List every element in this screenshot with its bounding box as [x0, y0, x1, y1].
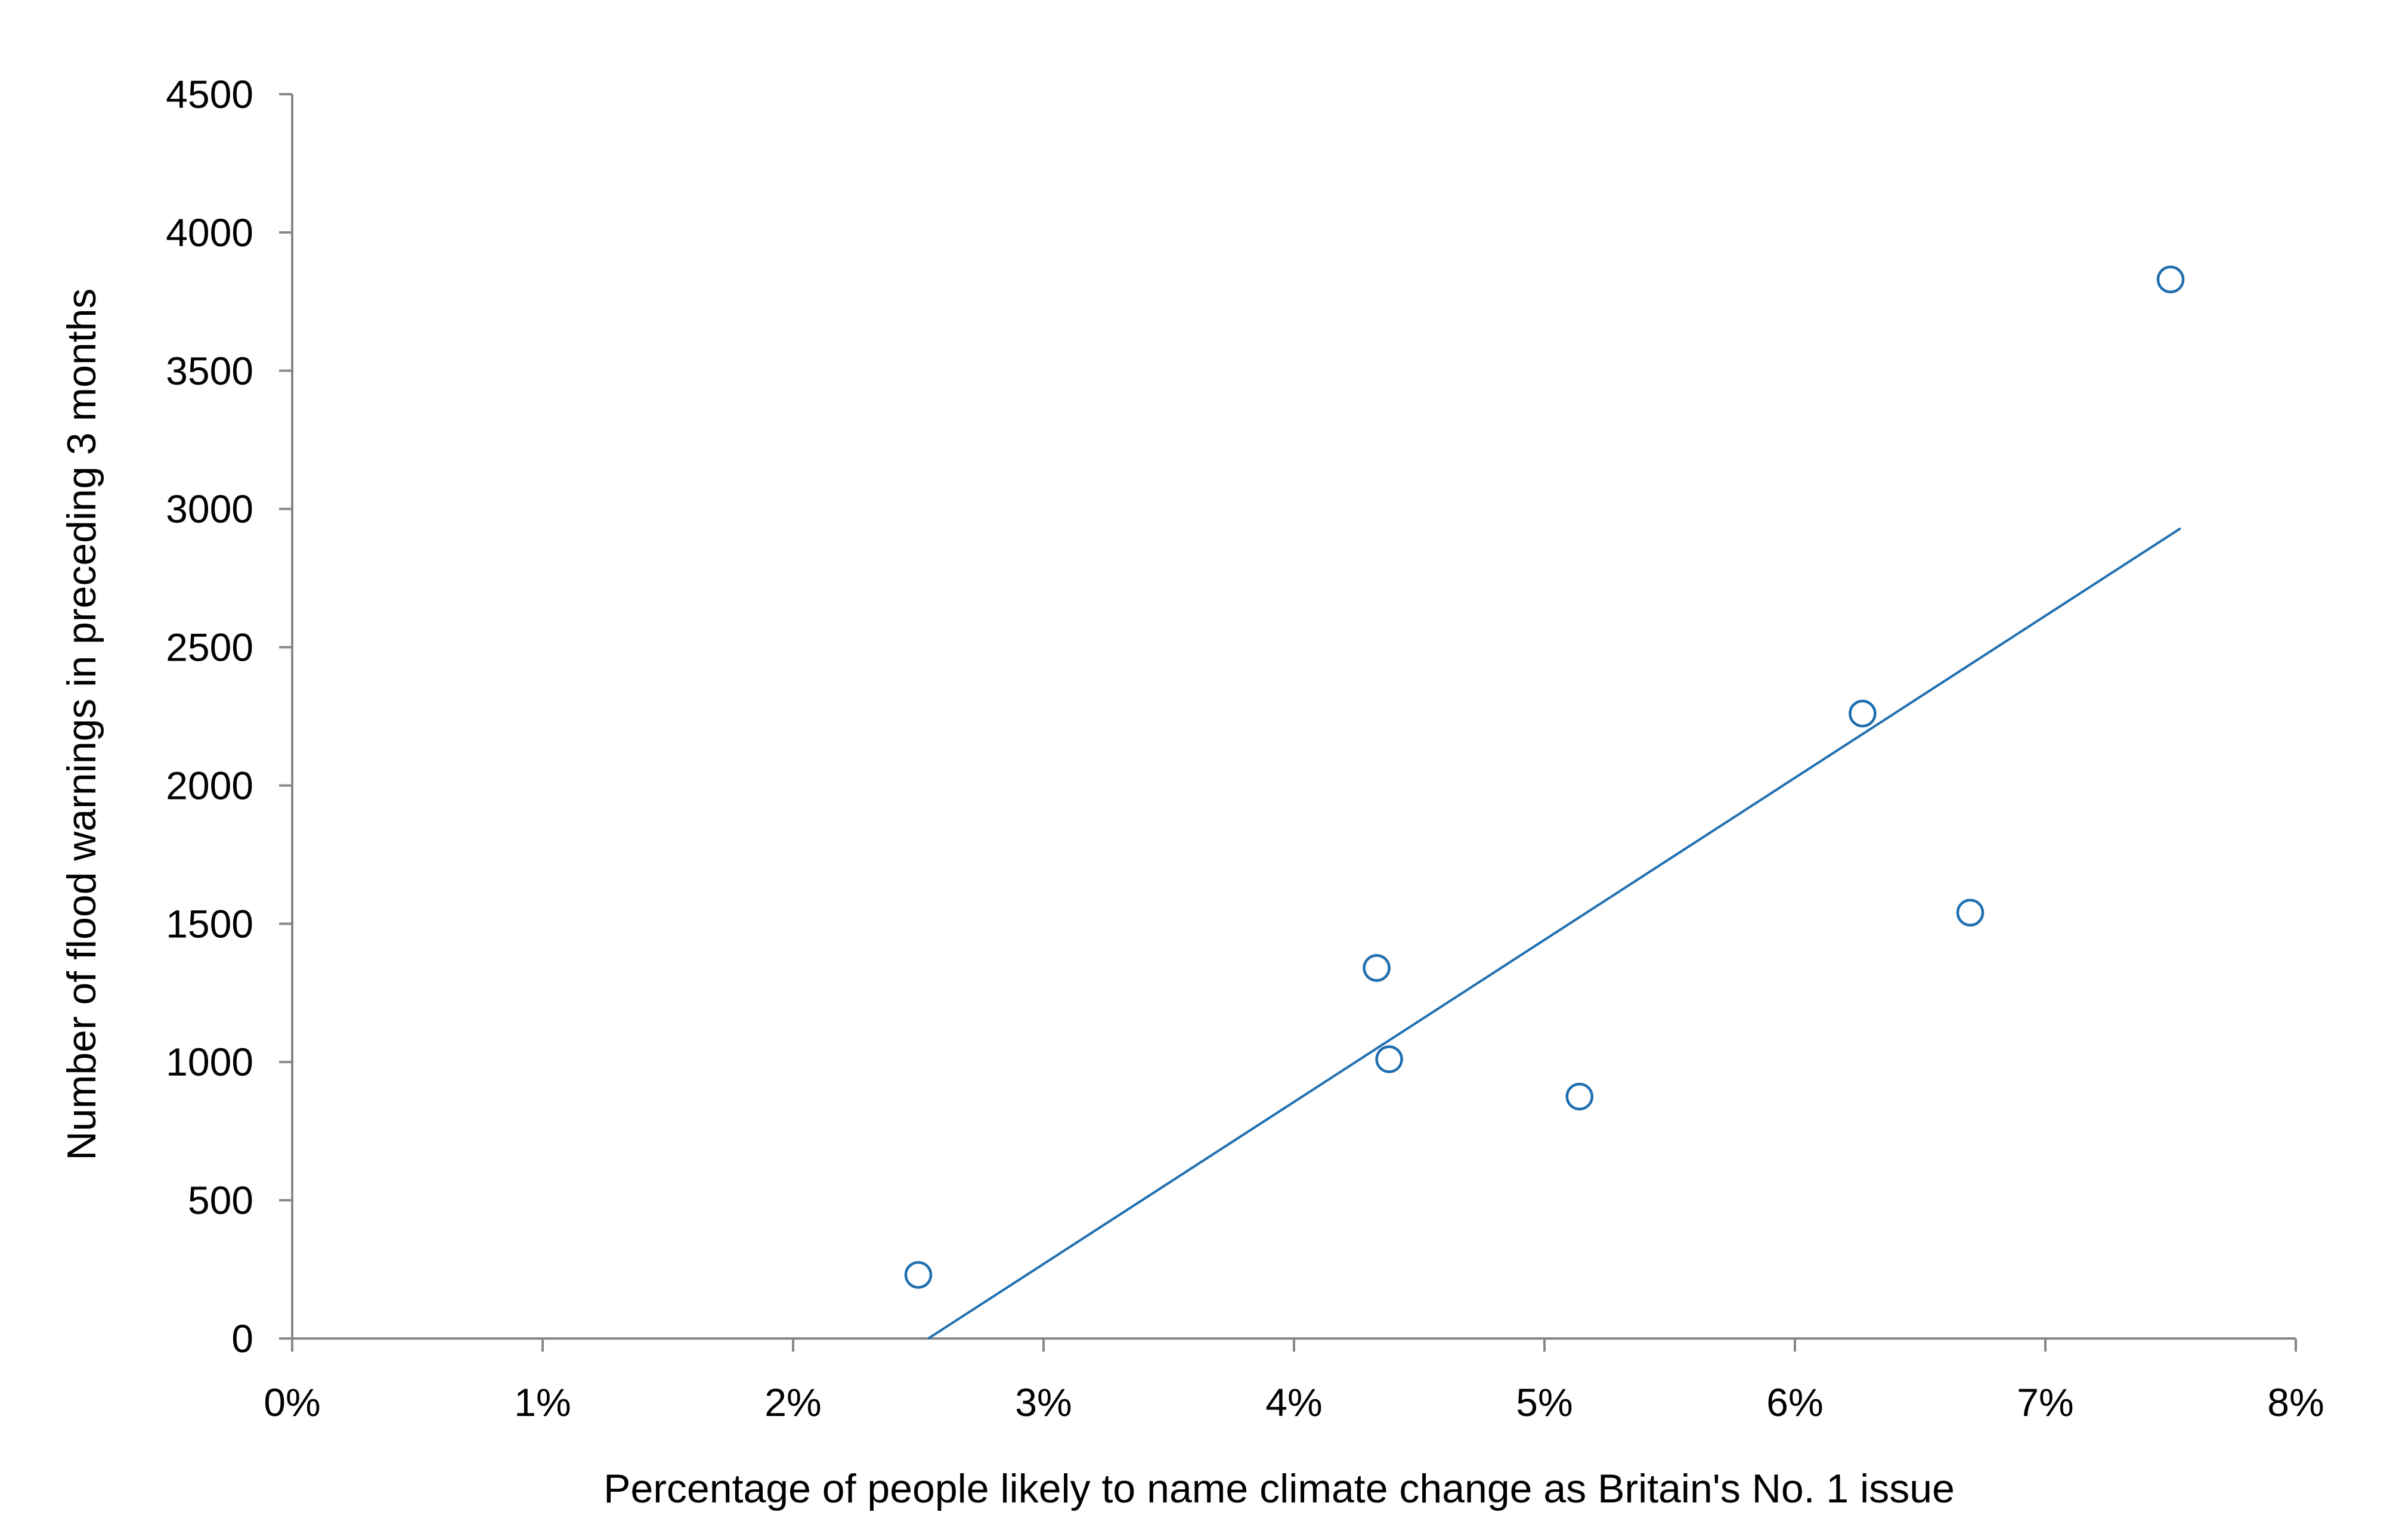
data-point: [1363, 954, 1391, 982]
y-tick-label: 0: [231, 1316, 253, 1361]
x-tick-label: 6%: [1766, 1380, 1823, 1424]
y-tick-label: 4500: [166, 72, 253, 116]
x-axis-title: Percentage of people likely to name clim…: [603, 1466, 1955, 1511]
trendline-group: [927, 527, 2181, 1340]
y-tick-label: 3000: [166, 487, 253, 531]
y-tick-label: 1000: [166, 1040, 253, 1084]
x-tick-label: 7%: [2017, 1380, 2073, 1424]
y-tick-label: 500: [188, 1178, 253, 1222]
data-point: [904, 1261, 933, 1289]
y-tick-label: 3500: [166, 349, 253, 393]
y-tick-label: 2500: [166, 625, 253, 670]
data-point: [1565, 1082, 1594, 1111]
axes: [291, 94, 2296, 1340]
y-tick-label: 1500: [166, 901, 253, 946]
x-tick-label: 8%: [2267, 1380, 2324, 1424]
y-axis-ticks: 0 500 1000 1500 2000 2500 3000 3500 4000 4500: [166, 72, 292, 1361]
trendline: [927, 527, 2181, 1340]
data-point: [1375, 1045, 1403, 1073]
data-point: [2156, 265, 2185, 293]
x-tick-label: 1%: [514, 1380, 571, 1424]
x-tick-label: 0%: [264, 1380, 320, 1424]
x-tick-label: 2%: [764, 1380, 821, 1424]
y-tick-label: 2000: [166, 763, 253, 807]
data-point: [1849, 699, 1877, 728]
data-points: [904, 265, 2185, 1289]
x-tick-label: 3%: [1015, 1380, 1072, 1424]
y-tick-label: 4000: [166, 210, 253, 255]
x-tick-label: 4%: [1265, 1380, 1322, 1424]
y-axis-title: Number of flood warnings in preceding 3 …: [59, 289, 104, 1161]
x-tick-label: 5%: [1516, 1380, 1572, 1424]
data-point: [1956, 898, 1985, 927]
x-axis-ticks: 0% 1% 2% 3% 4% 5% 6% 7% 8%: [264, 1338, 2324, 1424]
